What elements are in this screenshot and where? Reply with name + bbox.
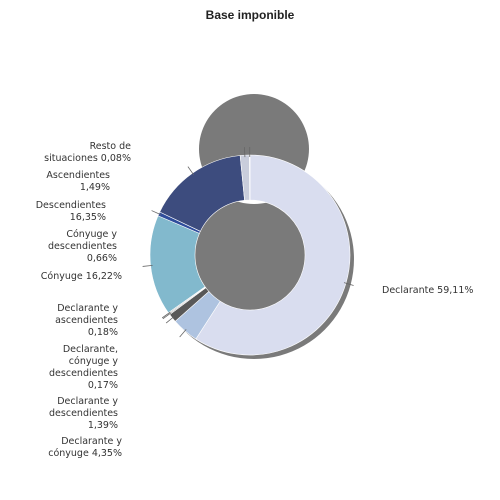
leader-line-declarante	[343, 282, 354, 286]
label-descendientes: Descendientes 16,35%	[36, 200, 106, 223]
label-conyuge-y-descendientes: Cónyuge y descendientes 0,66%	[48, 229, 117, 264]
chart-title: Base imponible	[206, 8, 295, 22]
slice-declarante	[195, 154, 351, 356]
leader-line-ascendientes	[244, 147, 246, 158]
leader-line-descendientes	[187, 166, 195, 176]
leader-line-declarante-y-descendientes	[165, 316, 175, 324]
label-declarante-y-conyuge: Declarante y cónyuge 4,35%	[48, 436, 122, 459]
donut-slices	[149, 154, 351, 356]
label-declarante-conyuge-y-descendientes: Declarante, cónyuge y descendientes 0,17%	[49, 344, 118, 391]
leader-line-declarante-y-conyuge	[179, 329, 187, 338]
label-conyuge: Cónyuge 16,22%	[41, 271, 122, 282]
leader-line-conyuge-y-descendientes	[151, 210, 161, 216]
label-declarante-y-descendientes: Declarante y descendientes 1,39%	[49, 396, 118, 431]
slice-resto-de-situaciones	[249, 154, 251, 201]
label-ascendientes: Ascendientes 1,49%	[46, 170, 110, 193]
leader-lines	[142, 146, 354, 338]
leader-line-declarante-conyuge-y-descendientes	[162, 312, 172, 320]
label-declarante: Declarante 59,11%	[382, 285, 473, 296]
label-resto-de-situaciones: Resto de situaciones 0,08%	[44, 141, 131, 164]
leader-line-conyuge	[142, 264, 153, 267]
leader-line-declarante-y-ascendientes	[161, 311, 171, 319]
label-declarante-y-ascendientes: Declarante y ascendientes 0,18%	[55, 303, 118, 338]
slice-labels: Declarante 59,11% Declarante y cónyuge 4,3…	[36, 141, 474, 459]
